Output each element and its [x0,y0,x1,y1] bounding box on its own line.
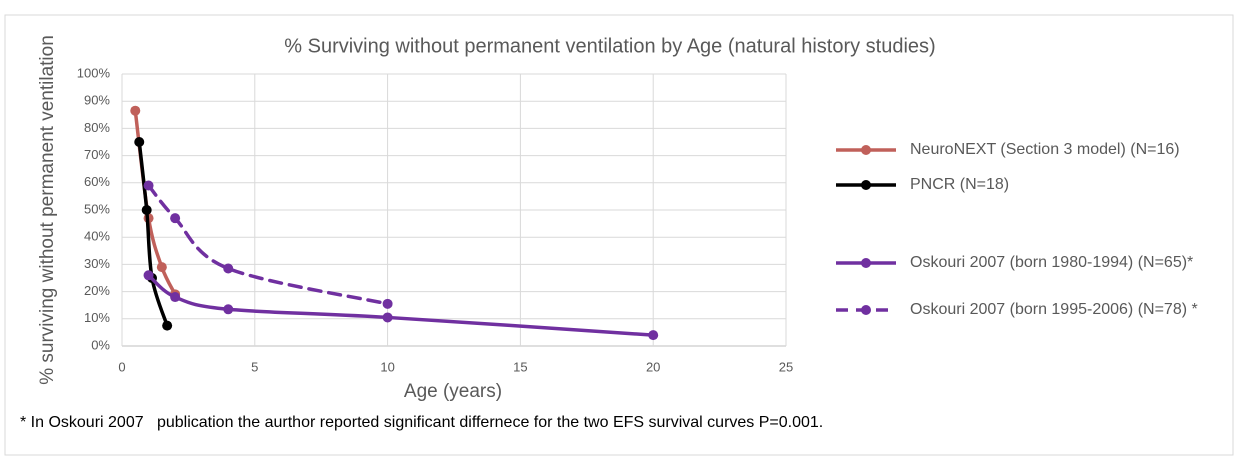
y-tick-label: 70% [84,147,110,162]
y-tick-label: 100% [77,65,111,80]
legend-marker [861,258,871,268]
legend-swatch [836,258,896,268]
legend-label: Oskouri 2007 (born 1995-2006) (N=78) * [910,301,1198,318]
x-tick-label: 0 [118,359,125,374]
chart-border [4,14,1234,456]
y-tick-label: 30% [84,256,110,271]
y-tick-label: 60% [84,174,110,189]
y-tick-label: 90% [84,93,110,108]
legend-item: NeuroNEXT (Section 3 model) (N=16) [832,138,1232,162]
legend-label: NeuroNEXT (Section 3 model) (N=16) [910,141,1180,158]
x-tick-label: 20 [646,359,660,374]
x-tick-label: 15 [513,359,527,374]
footnote: * In Oskouri 2007 publication the aurtho… [20,414,824,431]
legend-item: PNCR (N=18) [832,173,1232,197]
legend-item: Oskouri 2007 (born 1995-2006) (N=78) * [832,298,1232,322]
data-point [648,330,659,341]
data-point [143,180,154,191]
legend-marker [861,305,871,315]
data-point [382,298,393,309]
data-point [141,205,152,215]
legend-marker [861,180,871,190]
data-point [134,137,145,147]
legend-label: PNCR (N=18) [910,176,1010,193]
legend-marker [861,145,871,155]
data-point [156,262,167,273]
legend-swatch [836,180,896,190]
data-point [162,320,173,331]
y-axis-title: % surviving without permanent ventilatio… [37,35,58,385]
y-tick-label: 20% [84,283,110,298]
data-point [223,263,234,274]
series-line [146,273,655,337]
legend-swatch [836,305,896,315]
data-point [223,304,234,315]
y-tick-label: 80% [84,120,110,135]
y-tick-label: 50% [84,201,110,216]
legend-swatch [836,145,896,155]
series-line [137,140,169,328]
legend-label: Oskouri 2007 (born 1980-1994) (N=65)* [910,254,1194,271]
x-tick-label: 5 [251,359,258,374]
y-tick-label: 10% [84,310,110,325]
x-axis-title: Age (years) [404,381,502,402]
series-line [146,183,390,306]
y-tick-label: 40% [84,229,110,244]
data-point [170,292,181,303]
x-tick-label: 25 [779,359,793,374]
y-tick-label: 0% [91,337,110,352]
data-point [382,312,393,323]
x-tick-label: 10 [380,359,394,374]
data-point [143,270,154,281]
legend-item: Oskouri 2007 (born 1980-1994) (N=65)* [832,251,1232,275]
chart-title: % Surviving without permanent ventilatio… [284,35,935,57]
data-point [130,105,141,116]
data-point [170,213,181,224]
